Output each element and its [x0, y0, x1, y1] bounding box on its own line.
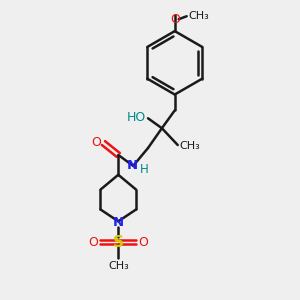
Text: CH₃: CH₃: [108, 261, 129, 271]
Text: O: O: [88, 236, 98, 249]
Text: S: S: [113, 235, 124, 250]
Text: H: H: [140, 163, 148, 176]
Text: N: N: [127, 159, 138, 172]
Text: O: O: [170, 13, 180, 26]
Text: HO: HO: [127, 111, 146, 124]
Text: N: N: [113, 216, 124, 229]
Text: CH₃: CH₃: [179, 141, 200, 151]
Text: O: O: [92, 136, 101, 148]
Text: O: O: [138, 236, 148, 249]
Text: CH₃: CH₃: [188, 11, 209, 21]
